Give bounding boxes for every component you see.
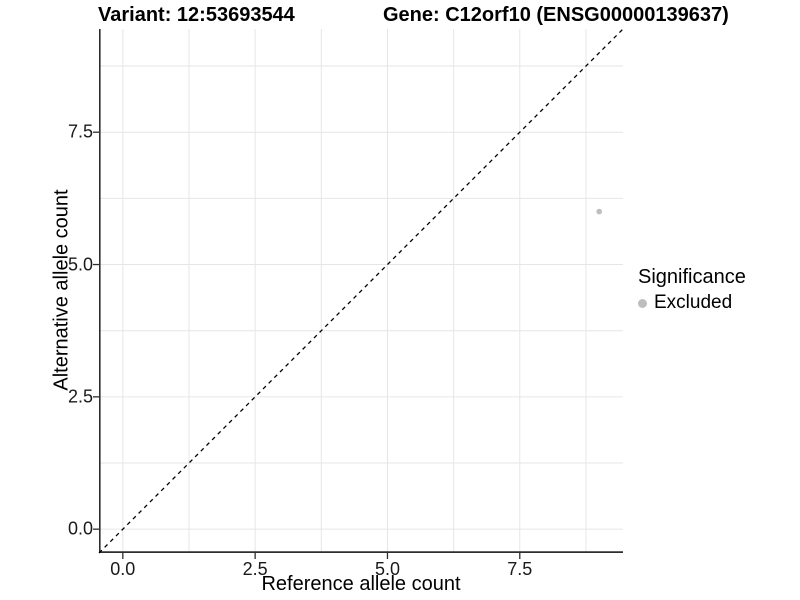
y-tick-label: 5.0 — [67, 254, 93, 275]
x-tick-label: 2.5 — [242, 559, 268, 579]
legend-item: Excluded — [638, 292, 746, 314]
plot-panel-svg — [93, 28, 624, 559]
plot-title-variant: Variant: 12:53693544 — [98, 4, 295, 26]
x-axis-title: Reference allele count — [261, 573, 461, 595]
legend: Significance Excluded — [638, 266, 746, 314]
legend-point-icon — [638, 298, 647, 308]
legend-item-label: Excluded — [654, 292, 733, 313]
plot-title-gene: Gene: C12orf10 (ENSG00000139637) — [383, 4, 729, 26]
y-tick-label: 2.5 — [67, 386, 93, 407]
y-tick-label: 0.0 — [67, 518, 93, 539]
legend-items: Excluded — [638, 292, 746, 314]
x-tick-label: 7.5 — [507, 559, 533, 579]
y-axis-title: Alternative allele count — [50, 189, 73, 391]
x-tick-label: 0.0 — [110, 559, 136, 579]
y-tick-label: 7.5 — [67, 121, 93, 142]
identity-line — [98, 28, 624, 554]
x-tick-label: 5.0 — [374, 559, 400, 579]
legend-title: Significance — [638, 266, 746, 288]
data-point — [596, 208, 602, 215]
plot-panel — [93, 28, 624, 559]
